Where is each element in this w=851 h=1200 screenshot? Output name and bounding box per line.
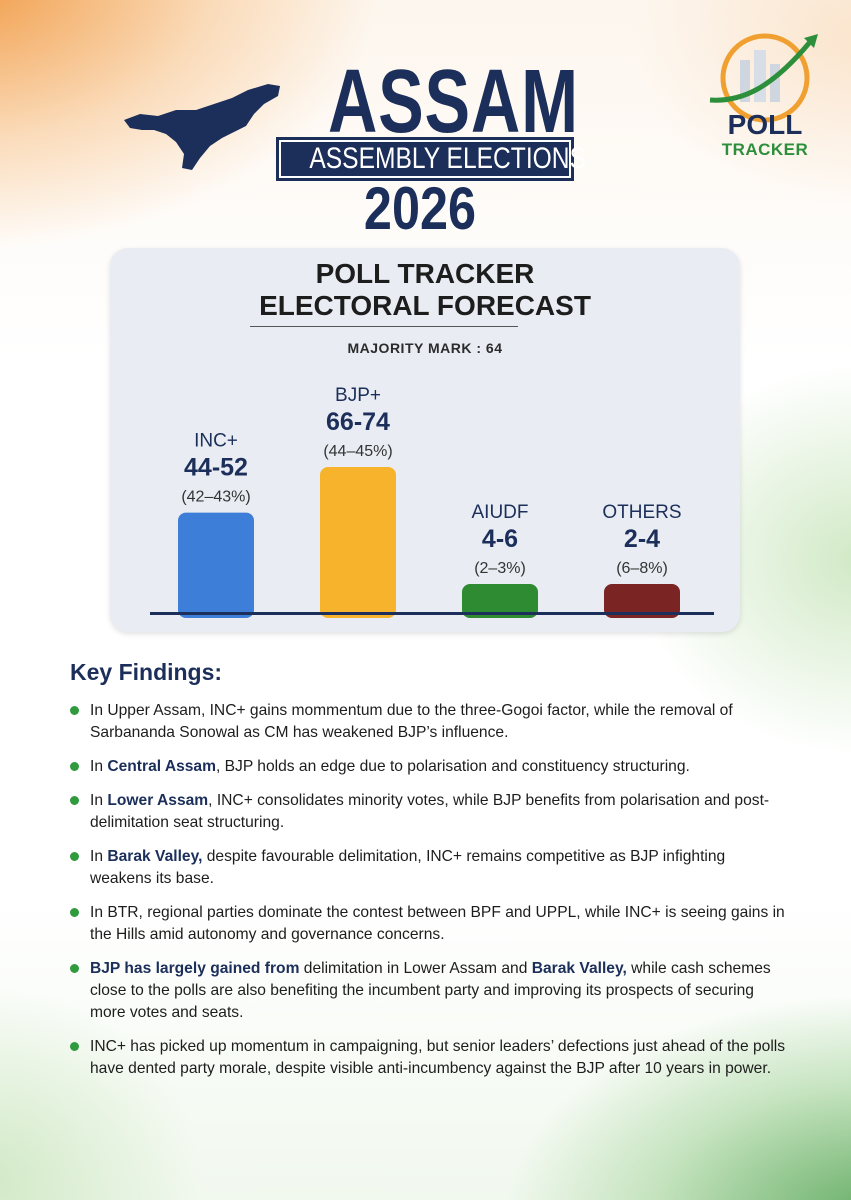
bar-seat-range-label: 44-52: [184, 454, 248, 482]
finding-text: In: [90, 792, 108, 809]
title-sub-banner: ASSEMBLY ELECTIONS: [276, 137, 586, 181]
finding-item: In Central Assam, BJP holds an edge due …: [70, 756, 790, 778]
chart-title-line2: ELECTORAL FORECAST: [259, 290, 591, 321]
title-year: 2026: [363, 175, 477, 242]
finding-highlight: Barak Valley,: [531, 960, 627, 977]
finding-text: , BJP holds an edge due to polarisation …: [215, 758, 690, 775]
assam-map-icon: [124, 84, 280, 170]
bullet-icon: [70, 706, 79, 715]
finding-text: In: [90, 848, 108, 865]
bar-others: [604, 584, 680, 618]
bullet-icon: [70, 796, 79, 805]
finding-item: INC+ has picked up momentum in campaigni…: [70, 1036, 790, 1080]
logo-word-tracker: TRACKER: [721, 140, 809, 159]
bar-vote-share-label: (2–3%): [474, 560, 526, 577]
finding-text: In BTR, regional parties dominate the co…: [90, 904, 785, 943]
chart-title: POLL TRACKER ELECTORAL FORECAST: [150, 258, 700, 322]
finding-text: delimitation in Lower Assam and: [299, 960, 532, 977]
key-findings-title: Key Findings:: [70, 659, 223, 685]
finding-item: In Upper Assam, INC+ gains mommentum due…: [70, 700, 790, 744]
title-sub: ASSEMBLY ELECTIONS: [309, 142, 586, 175]
logo-word-poll: POLL: [727, 109, 803, 140]
finding-text: , INC+ consolidates minority votes, whil…: [90, 792, 770, 831]
bar-aiudf: [462, 584, 538, 618]
finding-text: In Upper Assam, INC+ gains mommentum due…: [90, 702, 733, 741]
x-axis-line: [150, 612, 714, 615]
bar-category-label: BJP+: [335, 385, 381, 406]
bullet-icon: [70, 852, 79, 861]
bar-seat-range-label: 4-6: [482, 525, 518, 553]
bar-inc: [178, 512, 254, 618]
finding-highlight: Central Assam: [107, 758, 216, 775]
key-findings-list: In Upper Assam, INC+ gains mommentum due…: [70, 700, 790, 1092]
bar-seat-range-label: 2-4: [624, 525, 660, 553]
bullet-icon: [70, 908, 79, 917]
finding-highlight: BJP has largely gained from: [90, 960, 300, 977]
bullet-icon: [70, 1042, 79, 1051]
bar-vote-share-label: (44–45%): [323, 443, 392, 460]
finding-text: while cash schemes close to the polls ar…: [90, 960, 771, 1021]
bar-seat-range-label: 66-74: [326, 408, 390, 436]
bar-bjp: [320, 467, 396, 618]
finding-item: In BTR, regional parties dominate the co…: [70, 902, 790, 946]
poll-tracker-logo: [709, 33, 818, 123]
finding-highlight: Lower Assam: [107, 792, 209, 809]
finding-item: In Barak Valley, despite favourable deli…: [70, 846, 790, 890]
bar-category-label: AIUDF: [472, 502, 529, 523]
finding-item: BJP has largely gained from delimitation…: [70, 958, 790, 1024]
bullet-icon: [70, 964, 79, 973]
finding-text: despite favourable delimitation, INC+ re…: [90, 848, 726, 887]
bar-category-label: INC+: [194, 431, 238, 452]
title-underline: [250, 326, 518, 327]
bar-category-label: OTHERS: [602, 502, 681, 523]
finding-text: INC+ has picked up momentum in campaigni…: [90, 1038, 786, 1077]
majority-mark-label: MAJORITY MARK : 64: [347, 340, 503, 356]
finding-highlight: Barak Valley,: [107, 848, 203, 865]
title-main: ASSAM: [328, 52, 579, 152]
bar-vote-share-label: (6–8%): [616, 560, 668, 577]
finding-item: In Lower Assam, INC+ consolidates minori…: [70, 790, 790, 834]
bullet-icon: [70, 762, 79, 771]
chart-title-line1: POLL TRACKER: [315, 258, 535, 289]
bar-vote-share-label: (42–43%): [181, 489, 250, 506]
finding-text: In: [90, 758, 108, 775]
